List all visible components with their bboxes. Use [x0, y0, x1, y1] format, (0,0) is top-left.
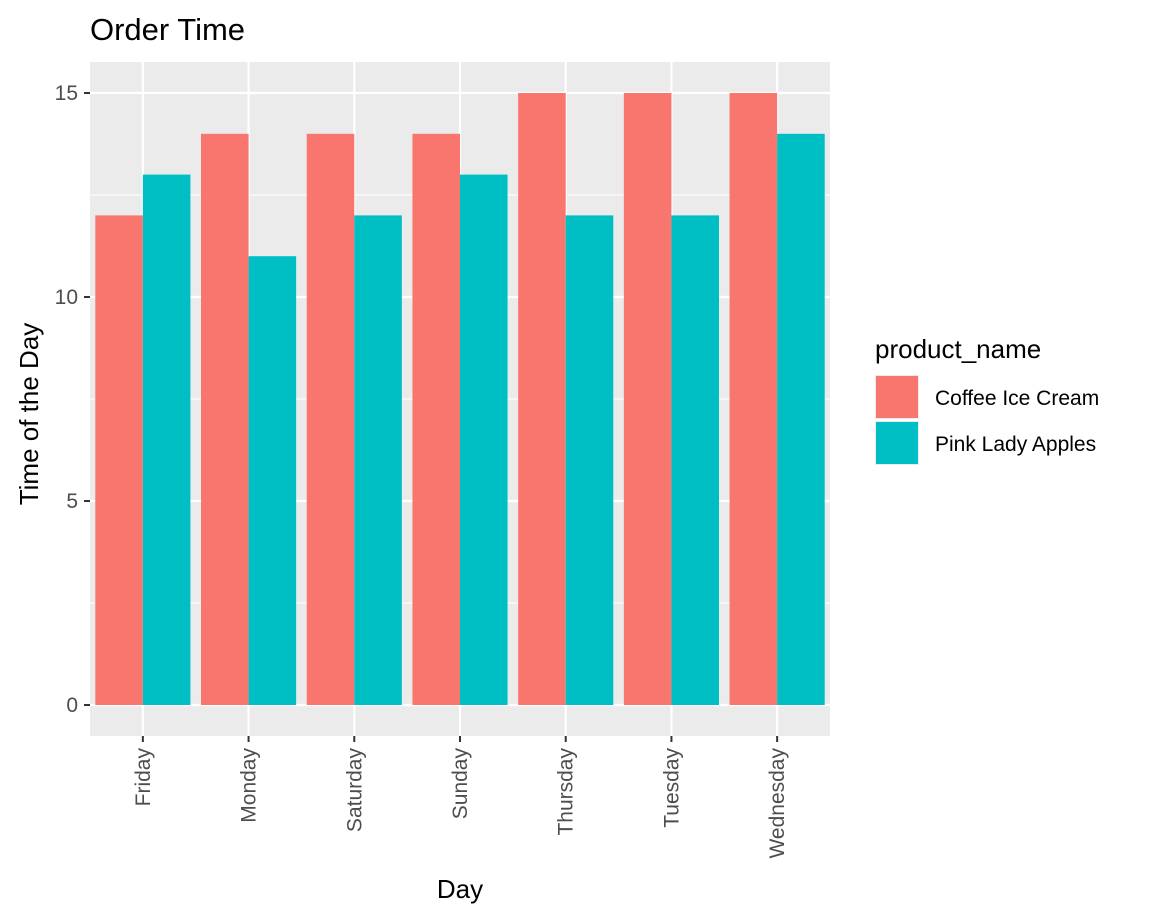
x-tick-label: Monday	[238, 748, 261, 823]
legend: product_name Coffee Ice Cream Pink Lady A…	[875, 334, 1099, 465]
x-axis-title: Day	[437, 874, 483, 904]
bar-coffee-ice-cream-monday	[201, 133, 249, 706]
bar-pink-lady-apples-monday	[248, 256, 297, 705]
bar-coffee-ice-cream-saturday	[306, 133, 355, 706]
y-tick-label: 10	[55, 286, 78, 309]
y-axis: 0 5 10 15	[55, 82, 90, 717]
y-tick-label: 5	[66, 490, 78, 513]
x-tick-label: Tuesday	[660, 748, 683, 828]
bar-coffee-ice-cream-friday	[95, 215, 143, 705]
bar-coffee-ice-cream-sunday	[412, 133, 460, 706]
bar-pink-lady-apples-tuesday	[671, 215, 719, 705]
bar-pink-lady-apples-friday	[142, 174, 191, 706]
y-tick-label: 0	[66, 694, 78, 717]
y-tick-label: 15	[55, 82, 78, 105]
x-tick-label: Saturday	[343, 748, 366, 833]
legend-swatch-pink-lady-apples	[876, 422, 918, 464]
bar-coffee-ice-cream-thursday	[518, 93, 566, 705]
x-tick-label: Friday	[132, 748, 155, 807]
chart-title: Order Time	[90, 12, 245, 47]
x-tick-label: Wednesday	[766, 748, 789, 859]
legend-label-coffee-ice-cream: Coffee Ice Cream	[935, 387, 1099, 410]
x-tick-label: Thursday	[555, 748, 578, 836]
bars	[95, 93, 825, 706]
legend-title: product_name	[875, 334, 1041, 364]
x-tick-label: Sunday	[449, 748, 472, 820]
bar-pink-lady-apples-sunday	[460, 174, 508, 706]
bar-coffee-ice-cream-wednesday	[729, 93, 778, 705]
legend-label-pink-lady-apples: Pink Lady Apples	[935, 433, 1096, 456]
x-axis: Friday Monday Saturday Sunday Thursday Tuesda…	[132, 736, 789, 859]
bar-pink-lady-apples-thursday	[565, 215, 614, 705]
legend-swatch-coffee-ice-cream	[876, 376, 918, 418]
bar-pink-lady-apples-saturday	[354, 215, 402, 705]
y-axis-title: Time of the Day	[14, 323, 44, 506]
bar-pink-lady-apples-wednesday	[777, 133, 825, 706]
bar-coffee-ice-cream-tuesday	[623, 93, 672, 705]
